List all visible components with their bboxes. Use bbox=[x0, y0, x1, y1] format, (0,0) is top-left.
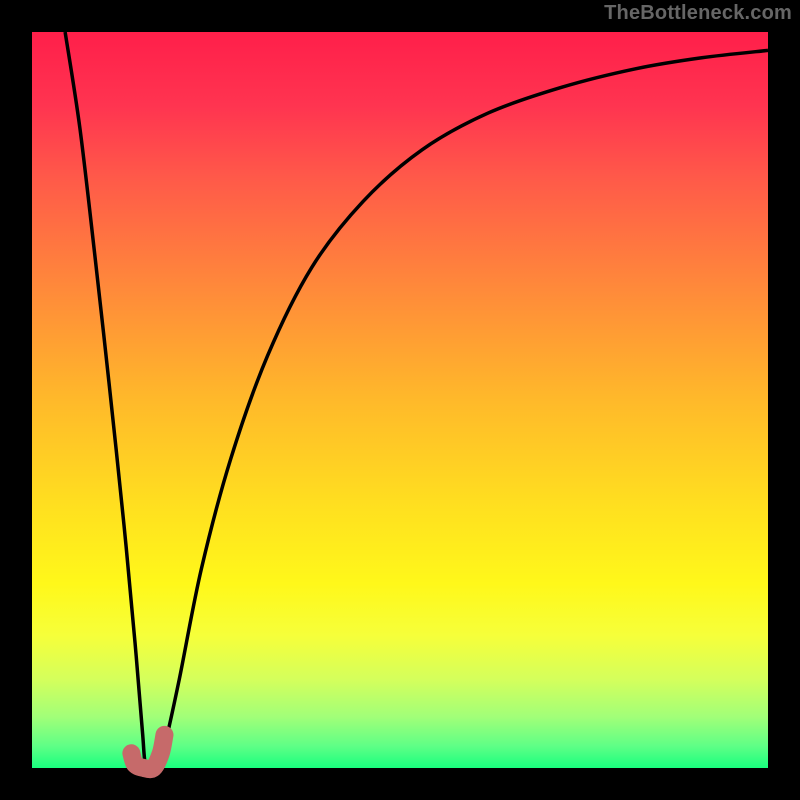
plot-gradient-background bbox=[32, 32, 768, 768]
chart-svg bbox=[0, 0, 800, 800]
chart-container: TheBottleneck.com bbox=[0, 0, 800, 800]
